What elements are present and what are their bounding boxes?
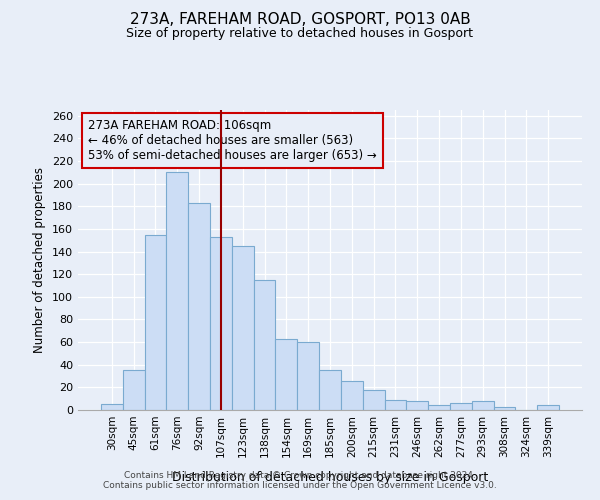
Bar: [450, 403, 472, 410]
Bar: [341, 380, 363, 410]
Bar: [101, 404, 123, 410]
Bar: [297, 342, 319, 410]
Text: Size of property relative to detached houses in Gosport: Size of property relative to detached ho…: [127, 28, 473, 40]
Bar: [275, 338, 297, 410]
Bar: [319, 370, 341, 410]
Bar: [188, 203, 210, 410]
Bar: [363, 390, 385, 410]
Text: 273A, FAREHAM ROAD, GOSPORT, PO13 0AB: 273A, FAREHAM ROAD, GOSPORT, PO13 0AB: [130, 12, 470, 28]
Bar: [232, 246, 254, 410]
Bar: [537, 406, 559, 410]
Bar: [166, 172, 188, 410]
Bar: [406, 401, 428, 410]
X-axis label: Distribution of detached houses by size in Gosport: Distribution of detached houses by size …: [172, 471, 488, 484]
Bar: [145, 234, 166, 410]
Bar: [494, 406, 515, 410]
Bar: [428, 406, 450, 410]
Text: Contains HM Land Registry data © Crown copyright and database right 2024.
Contai: Contains HM Land Registry data © Crown c…: [103, 470, 497, 490]
Bar: [472, 401, 494, 410]
Bar: [385, 400, 406, 410]
Text: 273A FAREHAM ROAD: 106sqm
← 46% of detached houses are smaller (563)
53% of semi: 273A FAREHAM ROAD: 106sqm ← 46% of detac…: [88, 119, 377, 162]
Y-axis label: Number of detached properties: Number of detached properties: [34, 167, 46, 353]
Bar: [123, 370, 145, 410]
Bar: [254, 280, 275, 410]
Bar: [210, 237, 232, 410]
